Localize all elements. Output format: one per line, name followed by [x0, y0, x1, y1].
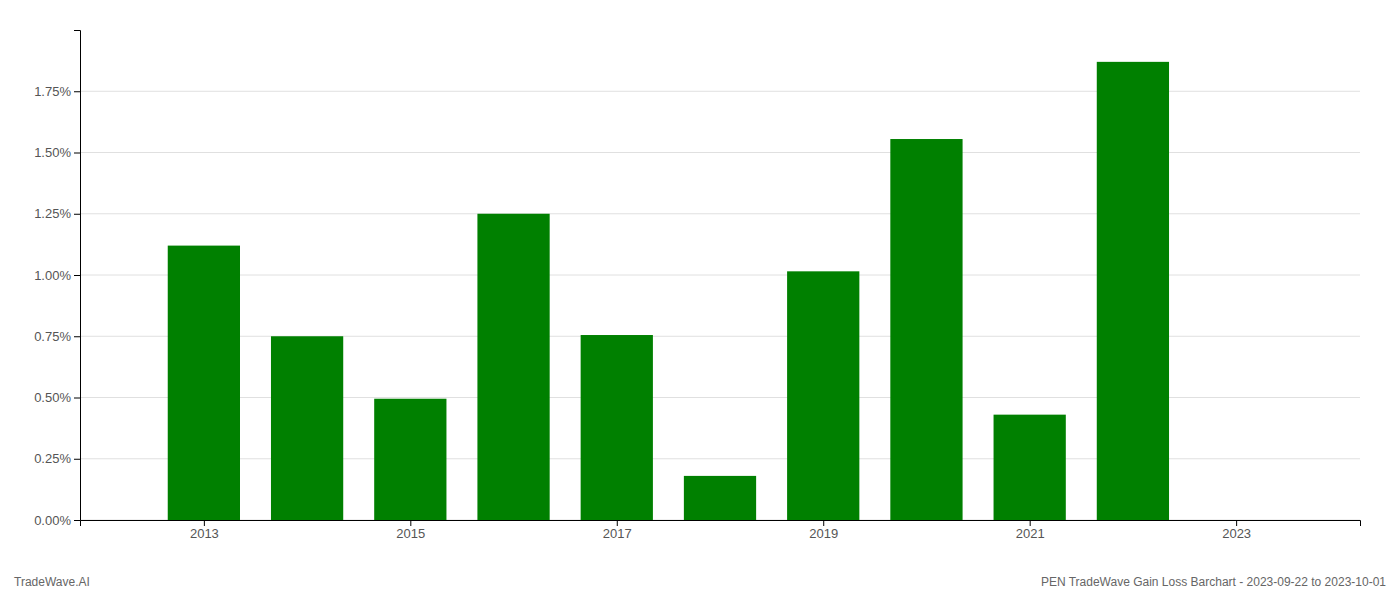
- x-tick-mark: [1236, 520, 1237, 526]
- y-tick-label: 1.25%: [34, 206, 71, 221]
- y-tick: 0.00%: [34, 513, 80, 528]
- plot-area: [168, 62, 1169, 520]
- x-tick-mark: [410, 520, 411, 526]
- chart: 0.00% 0.25% 0.50% 0.75% 1.00% 1.25% 1.50% 1.75%…: [0, 0, 1400, 600]
- x-tick: 2023: [1222, 520, 1251, 541]
- y-tick-mark: [74, 520, 80, 521]
- bar: [271, 336, 343, 520]
- bar: [374, 399, 446, 520]
- y-tick-mark: [74, 398, 80, 399]
- x-tick: 2021: [1016, 520, 1045, 541]
- x-tick-mark: [617, 520, 618, 526]
- y-tick-mark: [74, 459, 80, 460]
- y-tick-mark: [74, 336, 80, 337]
- y-tick-label: 1.00%: [34, 268, 71, 283]
- y-tick-mark: [74, 275, 80, 276]
- y-axis: 0.00% 0.25% 0.50% 0.75% 1.00% 1.25% 1.50% 1.75%: [34, 31, 80, 528]
- y-tick: 1.00%: [34, 268, 80, 283]
- y-tick: 0.50%: [34, 390, 80, 405]
- x-tick-label: 2023: [1222, 526, 1251, 541]
- y-tick-mark: [74, 91, 80, 92]
- bar: [1097, 62, 1169, 520]
- y-tick: 1.50%: [34, 145, 80, 160]
- bar: [168, 246, 240, 520]
- x-axis-line: [81, 521, 1361, 527]
- bar: [684, 476, 756, 520]
- x-tick-mark: [823, 520, 824, 526]
- bar: [994, 415, 1066, 520]
- annotation: PEN TradeWave Gain Loss Barchart - 2023-…: [1041, 575, 1386, 589]
- x-tick-label: 2021: [1016, 526, 1045, 541]
- y-tick-label: 0.25%: [34, 451, 71, 466]
- y-tick-label: 1.75%: [34, 84, 71, 99]
- y-tick-label: 0.75%: [34, 329, 71, 344]
- x-tick-label: 2017: [603, 526, 632, 541]
- bar: [787, 271, 859, 520]
- bar: [477, 214, 549, 520]
- bar: [581, 335, 653, 520]
- y-tick: 0.75%: [34, 329, 80, 344]
- x-tick: 2017: [603, 520, 632, 541]
- y-tick: 0.25%: [34, 451, 80, 466]
- x-tick: 2013: [190, 520, 219, 541]
- x-tick: 2015: [396, 520, 425, 541]
- y-tick-mark: [74, 153, 80, 154]
- x-tick-mark: [204, 520, 205, 526]
- x-tick-label: 2015: [396, 526, 425, 541]
- x-tick-label: 2019: [809, 526, 838, 541]
- y-tick-mark: [74, 214, 80, 215]
- x-axis: 2013 2015 2017 2019 2021 2023: [81, 520, 1361, 541]
- y-tick-label: 0.50%: [34, 390, 71, 405]
- x-tick: 2019: [809, 520, 838, 541]
- annotation: TradeWave.AI: [14, 575, 90, 589]
- y-tick-label: 0.00%: [34, 513, 71, 528]
- y-axis-line: [74, 31, 81, 521]
- y-tick-label: 1.50%: [34, 145, 71, 160]
- y-tick: 1.75%: [34, 84, 80, 99]
- y-tick: 1.25%: [34, 206, 80, 221]
- x-tick-label: 2013: [190, 526, 219, 541]
- bar: [890, 139, 962, 520]
- x-tick-mark: [1030, 520, 1031, 526]
